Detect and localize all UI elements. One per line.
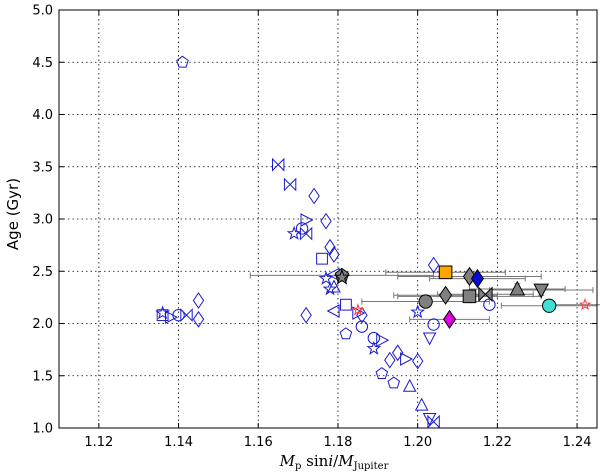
open-marker-pentagon [176, 55, 189, 68]
open-marker-tri-right [400, 352, 414, 366]
open-marker-pentagon [339, 327, 353, 340]
filled-marker-bowtie [478, 286, 493, 303]
y-tick-label: 1.0 [32, 422, 53, 437]
open-marker-diamond [300, 306, 312, 324]
open-marker-circle [295, 222, 309, 235]
x-tick-label: 1.16 [244, 435, 273, 450]
data-points [155, 55, 592, 429]
open-marker-diamond [192, 292, 205, 309]
open-marker-bowtie [299, 226, 313, 241]
filled-marker-diamond [442, 309, 457, 329]
filled-marker-diamond [470, 268, 485, 289]
open-marker-circle [483, 298, 496, 311]
open-marker-tri-right [352, 306, 366, 320]
open-marker-pentagon [375, 367, 389, 379]
open-marker-square [156, 309, 169, 322]
svg-text:Mp sini/MJupiter: Mp sini/MJupiter [279, 452, 389, 472]
y-tick-label: 4.5 [32, 56, 53, 71]
y-axis-label: Age (Gyr) [4, 178, 22, 250]
filled-marker-circle [418, 294, 433, 309]
filled-marker-square [438, 265, 453, 280]
open-marker-diamond [411, 352, 424, 370]
open-marker-triangle [327, 279, 341, 293]
open-marker-circle [427, 318, 440, 331]
x-tick-label: 1.12 [84, 435, 113, 450]
y-tick-label: 1.5 [32, 369, 53, 384]
open-marker-diamond [384, 351, 396, 369]
x-tick-label: 1.18 [323, 435, 352, 450]
open-marker-diamond [324, 238, 336, 256]
open-marker-triangle [402, 378, 417, 392]
filled-marker-diamond [438, 285, 453, 305]
open-marker-tri-right [376, 333, 390, 348]
x-tick-label: 1.20 [403, 435, 432, 450]
open-marker-bowtie [272, 157, 285, 172]
open-marker-diamond [320, 212, 332, 230]
open-marker-star [286, 225, 302, 240]
y-tick-label: 4.0 [32, 108, 53, 123]
open-marker-pentagon [387, 376, 401, 389]
plot-area [59, 10, 597, 428]
open-marker-bowtie [283, 177, 297, 192]
open-marker-tri-left [326, 304, 340, 318]
open-marker-circle [172, 308, 185, 322]
x-tick-label: 1.14 [164, 435, 193, 450]
open-marker-square [316, 252, 328, 265]
filled-marker-star [351, 303, 365, 316]
axis-ticks: 1.12 1.14 1.16 1.18 1.20 1.22 1.24 1.0 1.5 2.0 2.5… [32, 4, 597, 450]
filled-marker-circle [542, 298, 557, 313]
open-marker-diamond [391, 344, 404, 362]
open-marker-bowtie [427, 414, 440, 429]
filled-marker-tri-down [533, 283, 550, 299]
open-marker-tri-right [165, 310, 178, 325]
open-marker-diamond [308, 187, 320, 205]
x-tick-label: 1.24 [563, 435, 592, 450]
open-marker-star [410, 304, 426, 319]
open-marker-diamond [192, 310, 205, 328]
y-tick-label: 2.0 [32, 317, 53, 332]
open-marker-square [340, 298, 352, 311]
x-tick-label: 1.22 [483, 435, 512, 450]
filled-marker-square [462, 289, 477, 304]
open-marker-tri-down [422, 413, 437, 426]
open-marker-diamond [427, 256, 440, 274]
filled-marker-star [578, 297, 592, 311]
filled-marker-star [333, 268, 351, 285]
open-marker-tri-right [300, 213, 314, 227]
y-tick-label: 5.0 [32, 4, 53, 19]
open-marker-circle [355, 320, 369, 333]
open-marker-diamond [328, 246, 340, 263]
open-marker-star [155, 305, 171, 320]
y-tick-label: 2.5 [32, 265, 53, 280]
open-marker-star [366, 340, 382, 355]
filled-marker-triangle [509, 280, 526, 296]
x-axis-label: Mp sini/MJupiter [279, 452, 389, 472]
open-marker-triangle [414, 397, 429, 411]
y-tick-label: 3.0 [32, 213, 53, 228]
x-axis-sub-p: p [295, 461, 301, 472]
open-marker-tri-down [422, 332, 437, 346]
open-marker-bowtie [180, 308, 193, 323]
open-marker-star [318, 270, 334, 285]
y-tick-label: 3.5 [32, 160, 53, 175]
